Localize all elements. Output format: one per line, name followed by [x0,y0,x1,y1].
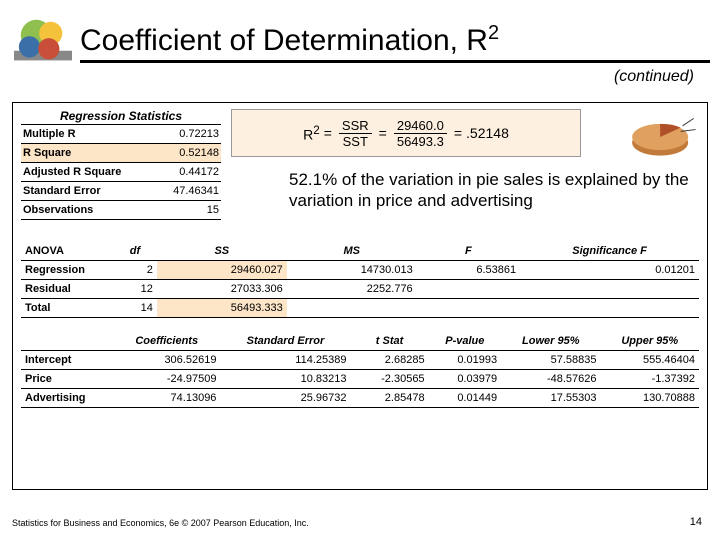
anova-cell [520,280,699,299]
coefs-header: P-value [429,332,502,351]
title-superscript: 2 [488,22,499,44]
anova-row: Total1456493.333 [21,299,699,318]
title-text: Coefficient of Determination, R [80,24,488,57]
anova-cell: 0.01201 [520,261,699,280]
formula-lhs: R2 [303,124,320,143]
footer-text: Statistics for Business and Economics, 6… [12,518,309,528]
anova-header: MS [287,242,417,261]
coefs-cell: 555.46404 [600,351,699,370]
regstats-label: Adjusted R Square [21,163,151,182]
coefs-header: Coefficients [113,332,220,351]
coefs-label: Advertising [21,389,113,408]
coefs-cell: 17.55303 [501,389,600,408]
formula-sup: 2 [313,124,319,137]
anova-header: SS [157,242,287,261]
anova-header: ANOVA [21,242,113,261]
pie-icon [623,109,701,165]
coefs-cell: 0.01993 [429,351,502,370]
coefs-cell: 0.03979 [429,370,502,389]
coefs-cell: -1.37392 [600,370,699,389]
frac2-den: 56493.3 [394,134,447,149]
frac2-num: 29460.0 [394,118,447,134]
coefs-row: Advertising74.1309625.967322.854780.0144… [21,389,699,408]
anova-cell: 12 [113,280,157,299]
coefs-cell: 74.13096 [113,389,220,408]
anova-cell: 2 [113,261,157,280]
coefs-cell: 130.70888 [600,389,699,408]
content-box: Regression Statistics Multiple R0.72213R… [12,102,708,490]
anova-table: ANOVAdfSSMSFSignificance F Regression229… [21,242,699,318]
interpretation-text: 52.1% of the variation in pie sales is e… [289,169,699,212]
anova-cell [520,299,699,318]
regstats-value: 0.72213 [151,125,221,144]
anova-cell: 2252.776 [287,280,417,299]
frac-numbers: 29460.0 56493.3 [394,118,447,149]
regstats-value: 0.44172 [151,163,221,182]
coefs-cell: 306.52619 [113,351,220,370]
anova-cell [287,299,417,318]
page-number: 14 [690,516,702,528]
anova-cell: 29460.027 [157,261,287,280]
coefs-header [21,332,113,351]
anova-header: F [417,242,520,261]
coefs-cell: 0.01449 [429,389,502,408]
coefs-row: Price-24.9750910.83213-2.305650.03979-48… [21,370,699,389]
regstats-value: 0.52148 [151,144,221,163]
regstats-label: Multiple R [21,125,151,144]
anova-label: Total [21,299,113,318]
coefs-cell: 57.58835 [501,351,600,370]
anova-cell: 27033.306 [157,280,287,299]
anova-header: Significance F [520,242,699,261]
coefs-cell: 114.25389 [220,351,350,370]
formula-result: .52148 [466,125,509,141]
anova-cell [417,299,520,318]
anova-row: Residual1227033.3062252.776 [21,280,699,299]
regstats-row: Multiple R0.72213 [21,125,221,144]
coefs-cell: 2.68285 [350,351,428,370]
r-squared-formula: R2 = SSR SST = 29460.0 56493.3 = .52148 [231,109,581,157]
regstats-row: R Square0.52148 [21,144,221,163]
coefs-cell: -24.97509 [113,370,220,389]
coefs-cell: 25.96732 [220,389,350,408]
anova-cell: 6.53861 [417,261,520,280]
coefs-cell: -2.30565 [350,370,428,389]
regstats-label: R Square [21,144,151,163]
anova-cell [417,280,520,299]
frac1-num: SSR [339,118,372,134]
anova-label: Residual [21,280,113,299]
coefs-header: t Stat [350,332,428,351]
regstats-title: Regression Statistics [21,109,221,125]
coefs-cell: 10.83213 [220,370,350,389]
regstats-row: Observations15 [21,201,221,220]
regstats-row: Adjusted R Square0.44172 [21,163,221,182]
regression-statistics-table: Multiple R0.72213R Square0.52148Adjusted… [21,125,221,220]
anova-cell: 14 [113,299,157,318]
coefs-label: Intercept [21,351,113,370]
regstats-row: Standard Error47.46341 [21,182,221,201]
coefs-label: Price [21,370,113,389]
coefs-cell: -48.57626 [501,370,600,389]
regstats-value: 15 [151,201,221,220]
coefficients-table: CoefficientsStandard Errort StatP-valueL… [21,332,699,408]
anova-header: df [113,242,157,261]
anova-label: Regression [21,261,113,280]
frac1-den: SST [340,134,371,149]
anova-cell: 14730.013 [287,261,417,280]
coefs-header: Standard Error [220,332,350,351]
coefs-header: Lower 95% [501,332,600,351]
coefs-cell: 2.85478 [350,389,428,408]
frac-ssr-sst: SSR SST [339,118,372,149]
regstats-label: Observations [21,201,151,220]
slide-title: Coefficient of Determination, R2 [80,22,710,63]
coefs-header: Upper 95% [600,332,699,351]
regstats-value: 47.46341 [151,182,221,201]
regstats-label: Standard Error [21,182,151,201]
formula-R: R [303,126,313,142]
anova-cell: 56493.333 [157,299,287,318]
coefs-row: Intercept306.52619114.253892.682850.0199… [21,351,699,370]
logo-circles [14,14,72,72]
anova-row: Regression229460.02714730.0136.538610.01… [21,261,699,280]
continued-label: (continued) [614,68,694,86]
